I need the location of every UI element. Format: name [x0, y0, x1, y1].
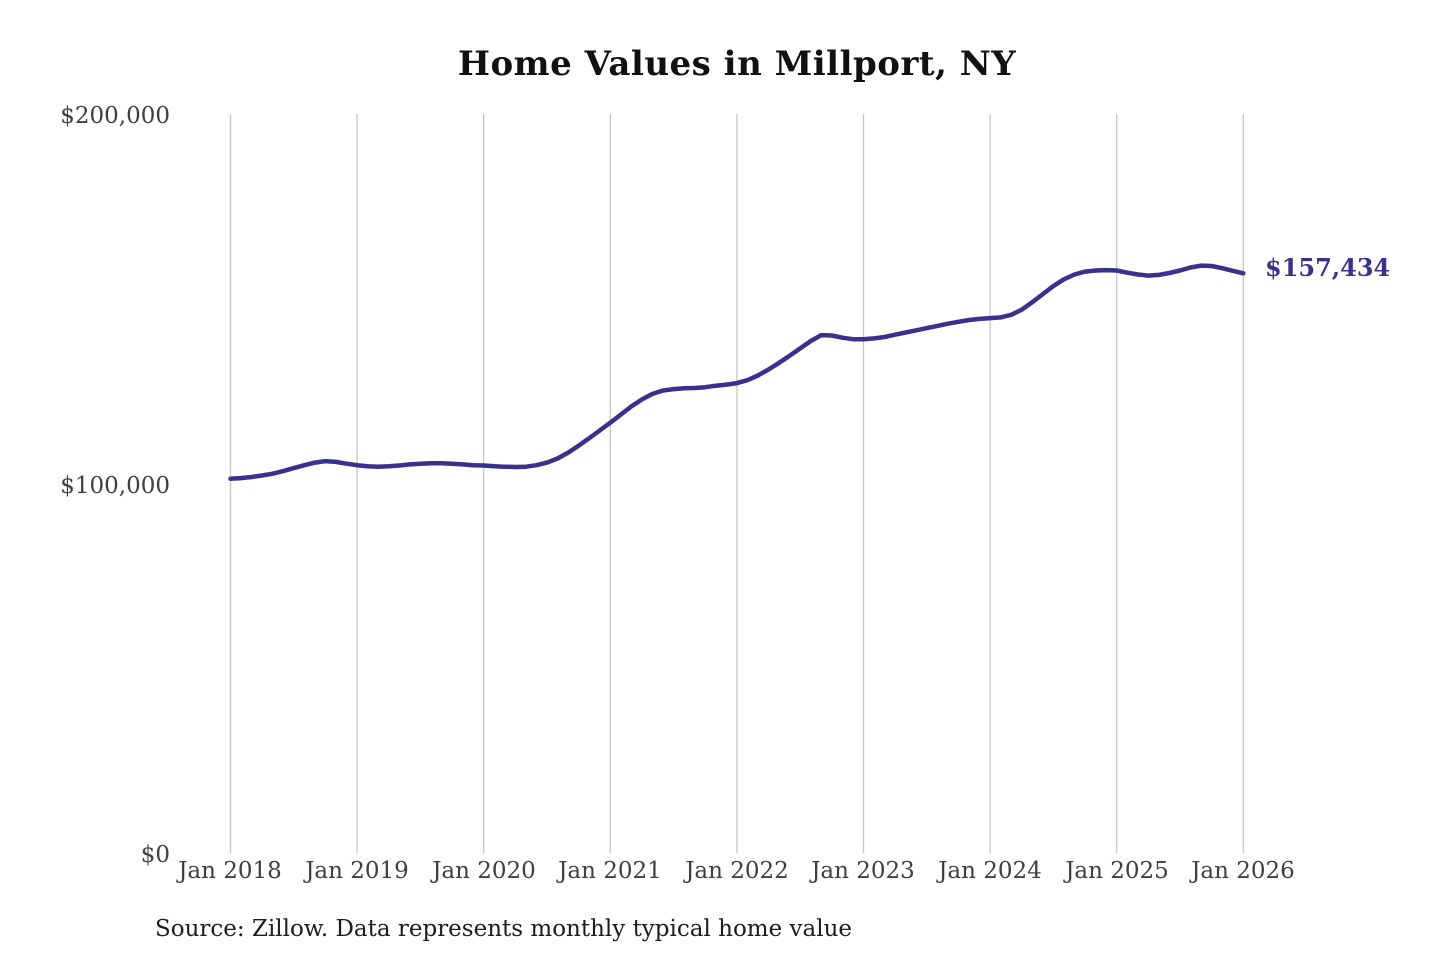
- y-tick-0: $0: [140, 842, 170, 868]
- x-tick-jan-2019: Jan 2019: [305, 858, 409, 884]
- value-line: [228, 263, 1246, 482]
- x-tick-jan-2018: Jan 2018: [178, 858, 282, 884]
- chart-title: Home Values in Millport, NY: [457, 44, 1017, 84]
- x-tick-jan-2022: Jan 2022: [685, 858, 789, 884]
- y-tick-200000: $200,000: [60, 103, 170, 129]
- x-tick-jan-2026: Jan 2026: [1191, 858, 1295, 884]
- x-tick-jan-2021: Jan 2021: [558, 858, 662, 884]
- x-tick-jan-2024: Jan 2024: [938, 858, 1042, 884]
- x-tick-jan-2023: Jan 2023: [811, 858, 915, 884]
- end-value-label: $157,434: [1265, 253, 1391, 283]
- x-tick-jan-2020: Jan 2020: [432, 858, 536, 884]
- source-note: Source: Zillow. Data represents monthly …: [155, 916, 853, 942]
- y-tick-100000: $100,000: [60, 473, 170, 499]
- x-tick-jan-2025: Jan 2025: [1065, 858, 1169, 884]
- gridlines: [229, 114, 1244, 853]
